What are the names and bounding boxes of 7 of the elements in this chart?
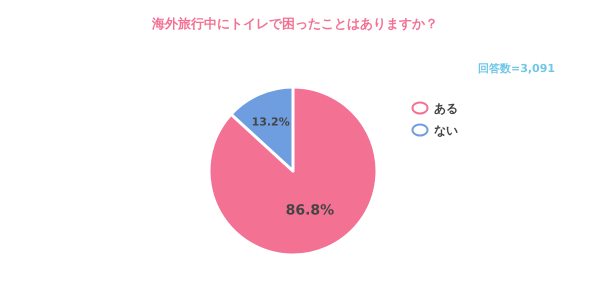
legend-label: ない — [434, 124, 458, 138]
chart-title: 海外旅行中にトイレで困ったことはありますか？ — [151, 16, 438, 32]
pie-slice — [208, 86, 378, 256]
text: 回答数=3,091 — [478, 62, 555, 75]
legend-label: ある — [434, 102, 458, 116]
data-label: 13.2% — [252, 115, 290, 128]
data-label: 86.8% — [286, 202, 334, 218]
